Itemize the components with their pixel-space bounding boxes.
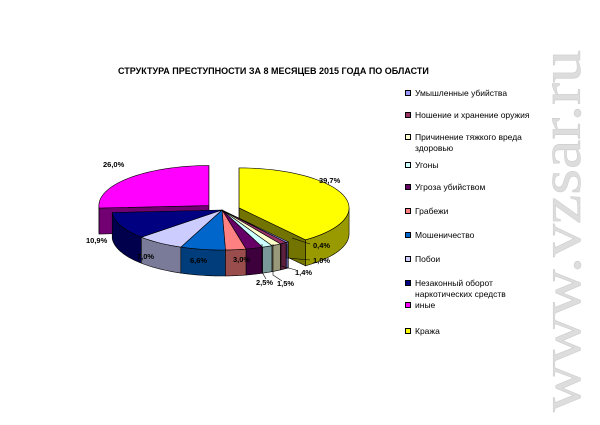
legend-swatch	[405, 280, 411, 286]
legend-swatch	[405, 208, 411, 214]
data-label: 39,7%	[319, 176, 341, 185]
leader-line	[280, 244, 297, 271]
pie-slice	[140, 209, 223, 248]
pie-slice	[111, 209, 223, 238]
legend-label: Ношение и хранение оружия	[415, 110, 530, 120]
leader-line	[291, 237, 311, 245]
watermark: www.vzsar.ru	[528, 50, 594, 413]
leader-line	[261, 244, 267, 280]
chart-title: СТРУКТУРА ПРЕСТУПНОСТИ ЗА 8 МЕСЯЦЕВ 2015…	[118, 66, 429, 76]
legend-label: Причинение тяжкого вреда здоровью	[415, 132, 522, 153]
leader-line	[286, 244, 311, 261]
legend-label: Умышленные убийства	[415, 88, 508, 98]
legend-label: Незаконный оборот наркотических средств	[415, 278, 506, 299]
legend-label: Кража	[415, 326, 440, 336]
data-label: 10,9%	[86, 236, 108, 245]
legend-swatch	[405, 112, 411, 118]
legend-swatch	[405, 302, 411, 308]
data-label: 7,0%	[137, 252, 154, 261]
legend-label: Угроза убийством	[415, 182, 486, 192]
data-label: 26,0%	[103, 160, 125, 169]
legend-swatch	[405, 134, 411, 140]
data-label: 6,6%	[190, 256, 207, 265]
pie-slice	[238, 167, 350, 241]
legend-swatch	[405, 162, 411, 168]
watermark-text: www.vzsar.ru	[528, 50, 593, 412]
legend-label: Грабежи	[415, 206, 449, 216]
data-label: 1,5%	[277, 279, 294, 288]
data-label: 0,4%	[313, 241, 330, 250]
data-label: 2,5%	[256, 278, 273, 287]
legend-label: иные	[415, 300, 436, 310]
legend-swatch	[405, 232, 411, 238]
leader-line	[272, 244, 283, 282]
legend-swatch	[405, 184, 411, 190]
legend-label: Побои	[415, 254, 441, 264]
legend-swatch	[405, 256, 411, 262]
legend-label: Угоны	[415, 160, 439, 170]
pie-side	[262, 245, 273, 274]
pie-slice	[98, 165, 210, 209]
legend-swatch	[405, 90, 411, 96]
legend-label: Мошеничество	[415, 230, 475, 240]
data-label: 3,0%	[233, 255, 250, 264]
data-label: 1,0%	[313, 256, 330, 265]
pie-slice	[180, 209, 226, 251]
data-label: 1,4%	[295, 268, 312, 277]
legend-swatch	[405, 328, 411, 334]
